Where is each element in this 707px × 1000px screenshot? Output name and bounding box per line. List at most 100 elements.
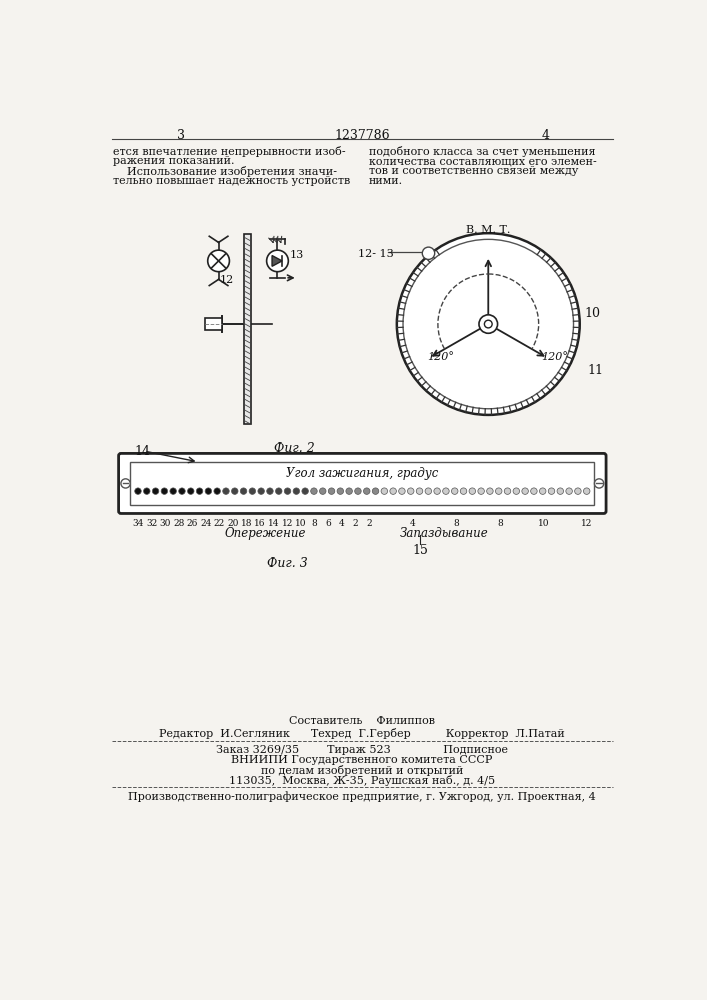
Bar	[205, 318, 222, 330]
Text: 120°: 120°	[428, 352, 455, 362]
Circle shape	[460, 488, 467, 494]
Text: 16: 16	[255, 519, 266, 528]
Text: Использование изобретения значи-: Использование изобретения значи-	[113, 166, 337, 177]
Circle shape	[469, 488, 476, 494]
Text: Угол зажигания, градус: Угол зажигания, градус	[286, 466, 438, 480]
Text: Фиг. 3: Фиг. 3	[267, 557, 308, 570]
Text: тов и соответственно связей между: тов и соответственно связей между	[369, 166, 578, 176]
Text: 10: 10	[585, 307, 600, 320]
Text: ется впечатление непрерывности изоб-: ется впечатление непрерывности изоб-	[113, 146, 346, 157]
Text: 28: 28	[173, 519, 185, 528]
Polygon shape	[272, 256, 282, 266]
Circle shape	[478, 488, 484, 494]
Circle shape	[231, 488, 238, 494]
Circle shape	[452, 488, 458, 494]
Text: Редактор  И.Сегляник      Техред  Г.Гербер          Корректор  Л.Патай: Редактор И.Сегляник Техред Г.Гербер Корр…	[159, 728, 565, 739]
Text: 8: 8	[454, 519, 460, 528]
Text: ражения показаний.: ражения показаний.	[113, 156, 235, 166]
Text: 26: 26	[187, 519, 198, 528]
Text: 30: 30	[159, 519, 171, 528]
Circle shape	[399, 488, 405, 494]
Circle shape	[390, 488, 397, 494]
Circle shape	[337, 488, 344, 494]
Circle shape	[504, 488, 510, 494]
Text: 12- 13: 12- 13	[358, 249, 394, 259]
Text: 12: 12	[581, 519, 592, 528]
Circle shape	[187, 488, 194, 494]
Circle shape	[407, 488, 414, 494]
Text: 10: 10	[295, 519, 307, 528]
FancyBboxPatch shape	[119, 453, 606, 513]
Circle shape	[197, 488, 203, 494]
Text: 4: 4	[542, 129, 549, 142]
Circle shape	[302, 488, 308, 494]
Text: количества составляющих его элемен-: количества составляющих его элемен-	[369, 156, 597, 166]
Circle shape	[310, 488, 317, 494]
Text: 8: 8	[497, 519, 503, 528]
Text: 6: 6	[325, 519, 331, 528]
Text: 12: 12	[220, 275, 235, 285]
Circle shape	[595, 479, 604, 488]
Text: Фиг. 2: Фиг. 2	[274, 442, 315, 455]
Circle shape	[355, 488, 361, 494]
Circle shape	[320, 488, 326, 494]
Circle shape	[240, 488, 247, 494]
Text: ними.: ними.	[369, 176, 403, 186]
Text: 10: 10	[537, 519, 549, 528]
Text: по делам изобретений и открытий: по делам изобретений и открытий	[261, 765, 463, 776]
Circle shape	[161, 488, 168, 494]
Circle shape	[416, 488, 423, 494]
Circle shape	[539, 488, 546, 494]
Circle shape	[208, 250, 230, 272]
Text: 13: 13	[290, 250, 304, 260]
Circle shape	[121, 479, 130, 488]
Circle shape	[328, 488, 335, 494]
Bar	[244, 234, 251, 424]
Circle shape	[443, 488, 449, 494]
Bar	[130, 462, 595, 505]
Circle shape	[284, 488, 291, 494]
Circle shape	[276, 488, 282, 494]
Text: тельно повышает надежность устройств: тельно повышает надежность устройств	[113, 176, 351, 186]
Circle shape	[531, 488, 537, 494]
Text: 12: 12	[281, 519, 293, 528]
Text: 34: 34	[132, 519, 144, 528]
Text: 22: 22	[214, 519, 225, 528]
Circle shape	[258, 488, 264, 494]
Text: 4: 4	[339, 519, 344, 528]
Text: 8: 8	[312, 519, 317, 528]
Text: Производственно-полиграфическое предприятие, г. Ужгород, ул. Проектная, 4: Производственно-полиграфическое предприя…	[128, 791, 596, 802]
Circle shape	[486, 488, 493, 494]
Circle shape	[267, 250, 288, 272]
Circle shape	[381, 488, 387, 494]
Text: 2: 2	[352, 519, 358, 528]
Circle shape	[496, 488, 502, 494]
Circle shape	[422, 247, 435, 259]
Text: В. М. Т.: В. М. Т.	[466, 225, 510, 235]
Text: 2: 2	[367, 519, 373, 528]
Circle shape	[249, 488, 256, 494]
Text: ВНИИПИ Государственного комитета СССР: ВНИИПИ Государственного комитета СССР	[231, 755, 493, 765]
Text: 14: 14	[268, 519, 279, 528]
Circle shape	[135, 488, 141, 494]
Text: Опережение: Опережение	[225, 527, 307, 540]
Text: 113035,  Москва, Ж-35, Раушская наб., д. 4/5: 113035, Москва, Ж-35, Раушская наб., д. …	[229, 775, 495, 786]
Circle shape	[403, 239, 573, 409]
Circle shape	[346, 488, 352, 494]
Text: 4: 4	[410, 519, 416, 528]
Text: 11: 11	[588, 364, 604, 377]
Circle shape	[205, 488, 211, 494]
Text: 120°: 120°	[541, 352, 568, 362]
Text: Запаздывание: Запаздывание	[400, 527, 489, 540]
Circle shape	[566, 488, 573, 494]
Text: Заказ 3269/35        Тираж 523               Подписное: Заказ 3269/35 Тираж 523 Подписное	[216, 745, 508, 755]
Text: Составитель    Филиппов: Составитель Филиппов	[289, 716, 435, 726]
Circle shape	[397, 233, 580, 415]
Circle shape	[425, 488, 431, 494]
Circle shape	[373, 488, 379, 494]
Text: 15: 15	[412, 544, 428, 557]
Circle shape	[223, 488, 229, 494]
Circle shape	[557, 488, 563, 494]
Circle shape	[267, 488, 273, 494]
Text: 18: 18	[241, 519, 252, 528]
